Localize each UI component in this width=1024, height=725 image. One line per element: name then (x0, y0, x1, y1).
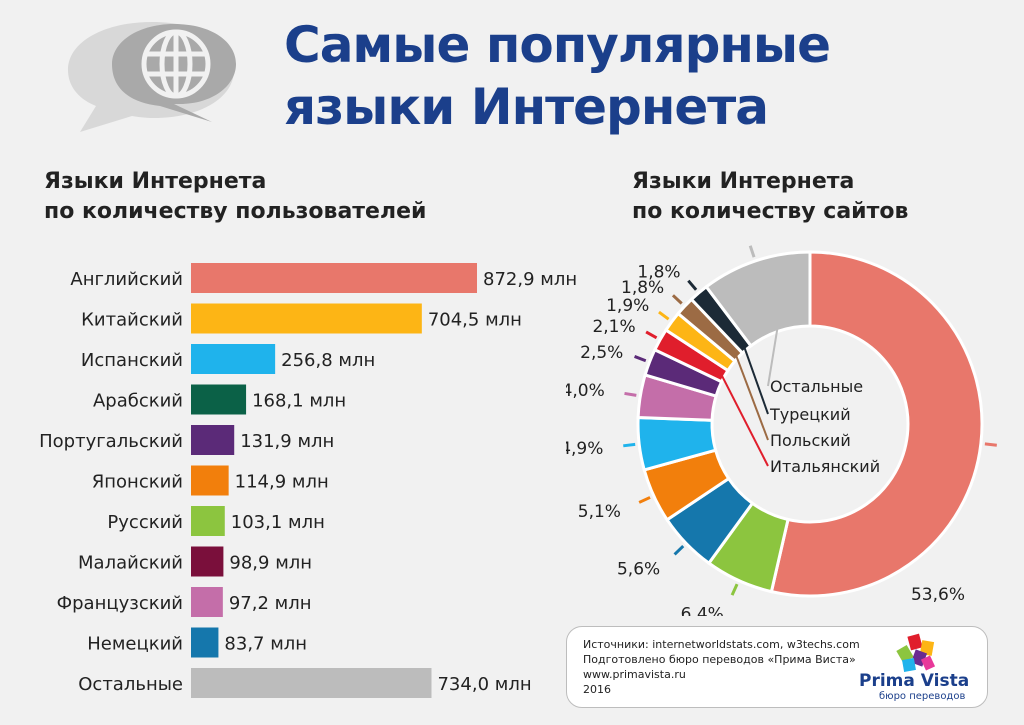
page-title: Самые популярные языки Интернета (284, 14, 1004, 138)
slice-tick (658, 310, 670, 321)
bar-value-label: 256,8 млн (281, 350, 375, 371)
inner-leader-line (734, 353, 769, 441)
inner-label: Польский (770, 431, 851, 450)
bar-chart-title-line-1: Языки Интернета (44, 169, 267, 194)
users-bar-chart: Английский 872,9 млн Китайский 704,5 млн Исп… (39, 263, 577, 698)
slice-tick (623, 442, 636, 448)
bar-category-label: Испанский (81, 350, 183, 371)
slice-value-label: 5,6% (617, 559, 660, 579)
slice-tick (748, 245, 756, 258)
bar (191, 425, 235, 455)
bar-value-label: 734,0 млн (437, 674, 531, 695)
slice-tick (671, 294, 683, 305)
bar-chart-title-line-2: по количеству пользователей (44, 199, 427, 224)
bar-value-label: 168,1 млн (252, 391, 346, 412)
bar-category-label: Арабский (93, 391, 183, 412)
bar-category-label: Малайский (78, 553, 183, 574)
donut-chart-title-line-2: по количеству сайтов (632, 199, 909, 224)
slice-tick (687, 279, 698, 291)
sites-donut-chart: 53,6%6,4%5,6%5,1%4,9%4,0%2,5%2,1%1,9%1,8… (566, 236, 997, 616)
bar-category-label: Остальные (78, 674, 183, 695)
bar-category-label: Португальский (39, 431, 183, 452)
slice-tick (624, 391, 637, 397)
inner-label: Итальянский (770, 457, 880, 476)
slice-tick (634, 355, 647, 363)
slice-value-label: 2,1% (592, 317, 635, 337)
globe-speech-bubble-icon (68, 22, 236, 132)
bar (191, 587, 223, 617)
slice-tick (638, 496, 651, 504)
source-line-4: 2016 (583, 683, 611, 696)
bar-category-label: Французский (57, 593, 183, 614)
donut-chart-title-line-1: Языки Интернета (632, 169, 855, 194)
slice-value-label: 53,6% (911, 585, 965, 605)
bar (191, 303, 422, 334)
bar (191, 506, 225, 536)
slice-value-label: 4,9% (566, 439, 603, 459)
source-line-1: Источники: internetworldstats.com, w3tec… (583, 638, 860, 651)
slice-value-label: 1,8% (637, 263, 680, 283)
inner-label: Остальные (770, 377, 863, 396)
slice-tick (673, 545, 685, 556)
bar-category-label: Русский (107, 512, 183, 533)
source-line-3: www.primavista.ru (583, 668, 686, 681)
source-text: Источники: internetworldstats.com, w3tec… (583, 637, 860, 697)
inner-leader-line (720, 373, 769, 467)
slice-value-label: 6,4% (681, 604, 724, 616)
slice-tick (984, 442, 997, 447)
inner-leader-line (767, 327, 779, 387)
bar-category-label: Японский (92, 472, 183, 493)
slice-value-label: 1,8% (621, 278, 664, 298)
bar (191, 344, 276, 374)
bar (191, 263, 477, 293)
bar-category-label: Китайский (81, 310, 183, 331)
bar-category-label: Немецкий (87, 634, 183, 655)
slice-tick (730, 583, 739, 596)
page-title-line-2: языки Интернета (284, 78, 769, 136)
bar (191, 384, 247, 415)
slice-tick (645, 330, 658, 340)
donut-slice (769, 250, 984, 598)
bar-value-label: 103,1 млн (231, 512, 325, 533)
bar-value-label: 98,9 млн (229, 553, 312, 574)
bar-value-label: 114,9 млн (235, 472, 329, 493)
bar-value-label: 83,7 млн (224, 634, 307, 655)
bar-value-label: 97,2 млн (229, 593, 312, 614)
slice-value-label: 10,3% (690, 236, 744, 238)
bar-value-label: 131,9 млн (240, 431, 334, 452)
brand-subtitle: бюро переводов (879, 691, 966, 702)
donut-chart-title: Языки Интернета по количеству сайтов (632, 167, 908, 227)
inner-label: Турецкий (769, 405, 851, 424)
bar-chart-title: Языки Интернета по количеству пользовате… (44, 167, 426, 227)
bar-value-label: 872,9 млн (483, 269, 577, 290)
prima-vista-logo-icon (896, 633, 936, 672)
bar (191, 668, 432, 698)
slice-value-label: 4,0% (566, 381, 605, 401)
slice-value-label: 2,5% (580, 343, 623, 363)
donut-slice (704, 250, 812, 348)
slice-value-label: 5,1% (578, 502, 621, 522)
source-line-2: Подготовлено бюро переводов «Прима Виста… (583, 653, 856, 666)
bar-value-label: 704,5 млн (428, 310, 522, 331)
inner-leader-line (743, 345, 769, 415)
brand-name: Prima Vista (859, 671, 970, 691)
page-title-line-1: Самые популярные (284, 16, 831, 74)
bar-category-label: Английский (70, 269, 183, 290)
slice-value-label: 1,9% (606, 296, 649, 316)
bar (191, 546, 224, 577)
bar (191, 465, 229, 496)
source-box: Источники: internetworldstats.com, w3tec… (566, 626, 988, 708)
bar (191, 627, 219, 658)
